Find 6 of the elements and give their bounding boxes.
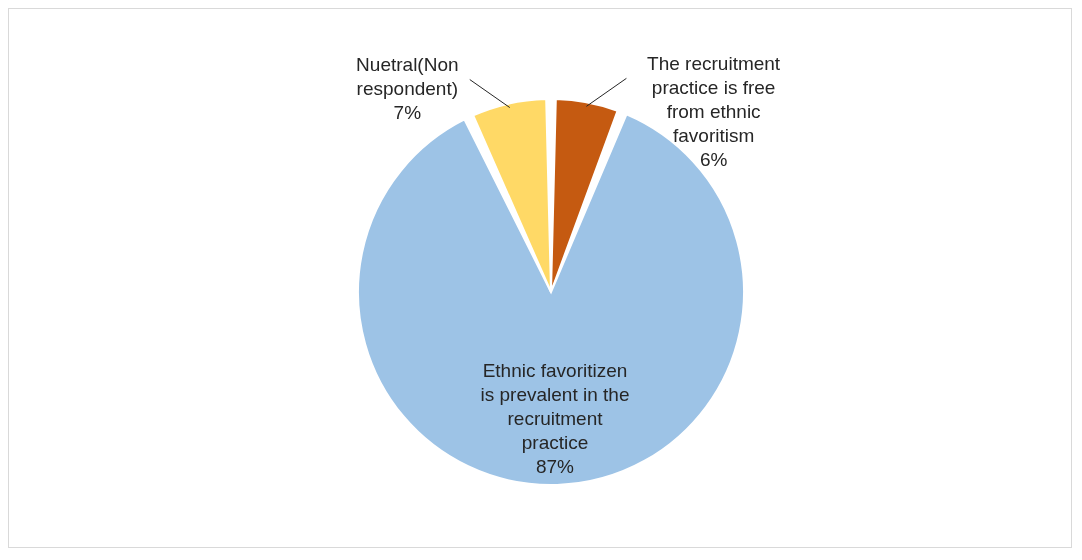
slice-label: Ethnic favoritizen is prevalent in the recruitment practice [480,360,630,454]
data-label: 87% [535,456,575,478]
slice-label: The recruitment practice is free from ethnic favoritism [647,52,781,146]
data-label: 6% [699,148,728,170]
data-label: 7% [393,102,422,124]
slice-label: Nuetral(Non respondent) [356,54,459,100]
